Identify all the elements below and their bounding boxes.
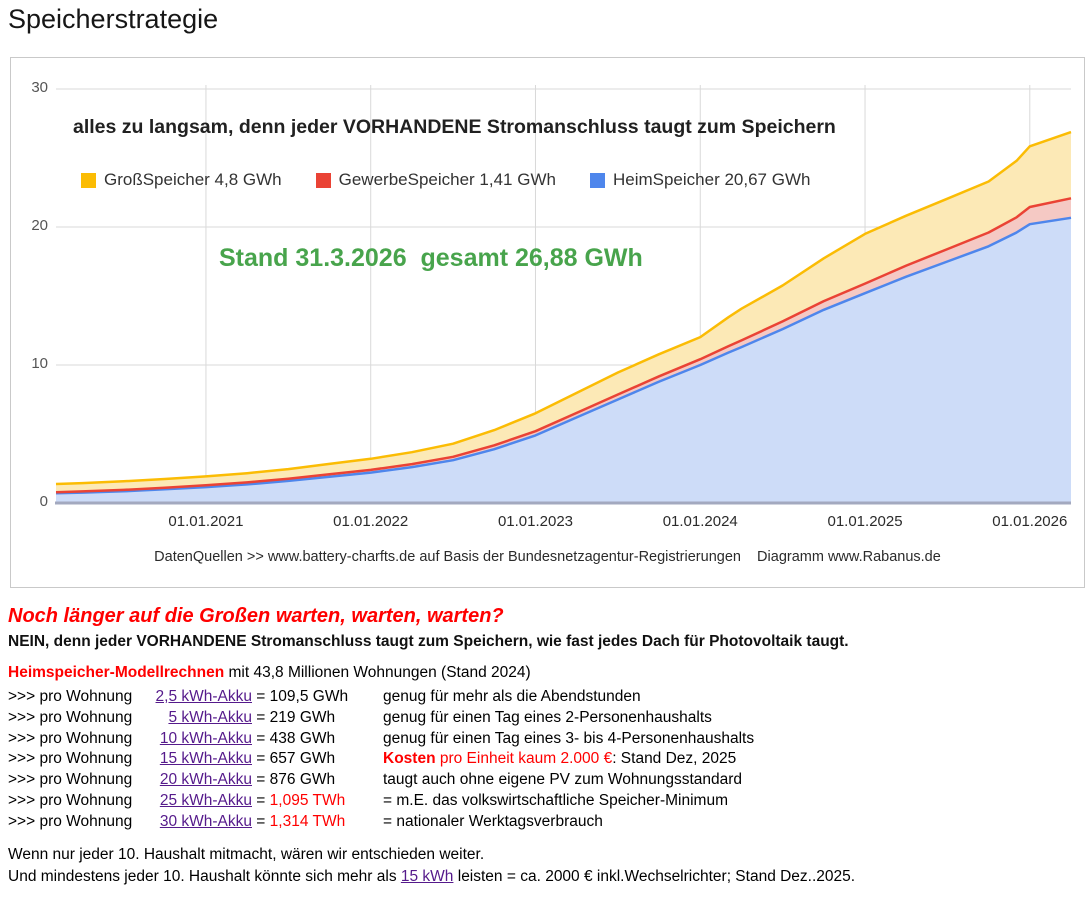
model-row: >>> pro Wohnung 15 kWh-Akku = 657 GWh Kost… [8,749,1088,770]
model-row: >>> pro Wohnung 20 kWh-Akku = 876 GWh taug… [8,770,1088,791]
row-equals: = [252,812,270,830]
x-tick-label: 01.01.2021 [168,513,244,530]
row-equals: = [252,791,270,809]
stacked-area-plot [55,85,1072,505]
legend-swatch-icon [589,172,605,188]
row-equals: = [252,708,270,726]
area-heimspeicher [56,217,1071,504]
model-row: >>> pro Wohnung 5 kWh-Akku = 219 GWh genug… [8,708,1088,729]
y-tick-label: 0 [39,493,48,510]
article-text: Noch länger auf die Großen warten, warte… [8,605,1088,886]
footer-line-1: Wenn nur jeder 10. Haushalt mitmacht, wä… [8,845,485,863]
akku-link[interactable]: 5 kWh-Akku [168,708,252,726]
legend-label: GewerbeSpeicher 1,41 GWh [338,170,556,189]
model-rows: >>> pro Wohnung 2,5 kWh-Akku = 109,5 GWh g… [8,687,1088,833]
x-tick-label: 01.01.2023 [497,513,574,530]
model-row: >>> pro Wohnung 30 kWh-Akku = 1,314 TWh = … [8,812,1088,833]
x-tick-label: 01.01.2022 [333,513,409,530]
row-note: genug für mehr als die Abendstunden [383,687,641,708]
row-note: genug für einen Tag eines 2-Personenhaus… [383,708,712,729]
y-tick-label: 10 [31,355,48,372]
line-großspeicher [55,130,1072,486]
row-value: 109,5 GWh [269,688,349,705]
legend-label: GroßSpeicher 4,8 GWh [104,170,282,189]
row-equals: = [252,771,270,789]
row-note: taugt auch ohne eigene PV zum Wohnungsst… [383,770,742,791]
legend-item[interactable]: HeimSpeicher 20,67 GWh [589,170,811,190]
text-segment: = nationaler Werktagsverbrauch [383,812,603,830]
model-row: >>> pro Wohnung 25 kWh-Akku = 1,095 TWh = … [8,791,1088,812]
row-prefix: >>> pro Wohnung [8,812,133,830]
akku-link[interactable]: 10 kWh-Akku [159,729,252,747]
row-value: 1,314 TWh [269,812,346,830]
row-equals: = [252,750,270,768]
row-prefix: >>> pro Wohnung [8,729,133,747]
akku-link[interactable]: 20 kWh-Akku [159,771,252,789]
row-value: 438 GWh [269,729,336,747]
y-tick-label: 30 [31,79,48,96]
answer-line: NEIN, denn jeder VORHANDENE Stromanschlu… [8,633,849,650]
akku-link[interactable]: 15 kWh-Akku [159,750,252,768]
row-prefix: >>> pro Wohnung [8,791,133,809]
text-segment: genug für einen Tag eines 3- bis 4-Perso… [383,729,755,747]
akku-link[interactable]: 25 kWh-Akku [159,791,252,809]
inline-link[interactable]: 15 kWh [400,867,454,885]
row-note: = m.E. das volkswirtschaftliche Speicher… [383,791,728,812]
text-segment: genug für mehr als die Abendstunden [383,688,641,705]
text-segment: mit 43,8 Millionen Wohnungen (Stand 2024… [224,664,531,681]
text-segment: : Stand Dez, 2025 [612,750,737,768]
storage-chart: alles zu langsam, denn jeder VORHANDENE … [10,57,1085,588]
row-prefix: >>> pro Wohnung [8,688,133,705]
text-segment: = m.E. das volkswirtschaftliche Speicher… [383,791,728,809]
row-note: Kosten pro Einheit kaum 2.000 €: Stand D… [383,749,736,770]
x-tick-label: 01.01.2025 [827,513,903,530]
chart-legend: GroßSpeicher 4,8 GWh GewerbeSpeicher 1,41… [81,170,810,190]
text-segment: Kosten [383,750,436,768]
row-note: = nationaler Werktagsverbrauch [383,812,603,833]
page-title: Speicherstrategie [8,4,219,34]
footer-line-2: Und mindestens jeder 10. Haushalt könnte… [8,868,1088,886]
model-intro: Heimspeicher-Modellrechnen mit 43,8 Mill… [8,664,1088,682]
row-prefix: >>> pro Wohnung [8,708,133,726]
y-tick-label: 20 [31,217,48,234]
chart-annotation: Stand 31.3.2026 gesamt 26,88 GWh [219,244,643,272]
text-segment: Heimspeicher-Modellrechnen [8,664,225,681]
legend-item[interactable]: GroßSpeicher 4,8 GWh [81,170,282,190]
row-value: 657 GWh [269,750,336,768]
row-note: genug für einen Tag eines 3- bis 4-Perso… [383,729,754,750]
text-segment: taugt auch ohne eigene PV zum Wohnungsst… [383,771,743,789]
model-row: >>> pro Wohnung 2,5 kWh-Akku = 109,5 GWh g… [8,687,1088,708]
line-heimspeicher [55,216,1072,495]
line-gewerbespeicher [55,197,1072,494]
row-equals: = [252,729,270,747]
model-row: >>> pro Wohnung 10 kWh-Akku = 438 GWh genu… [8,729,1088,750]
akku-link[interactable]: 2,5 kWh-Akku [155,688,252,705]
legend-swatch-icon [315,172,331,188]
text-segment: genug für einen Tag eines 2-Personenhaus… [383,708,712,726]
row-value: 876 GWh [269,771,336,789]
question-heading: Noch länger auf die Großen warten, warte… [8,605,504,627]
text-segment: Und mindestens jeder 10. Haushalt könnte… [8,867,401,885]
row-prefix: >>> pro Wohnung [8,771,133,789]
row-value: 219 GWh [269,708,336,726]
text-segment: pro Einheit kaum 2.000 € [435,750,613,768]
legend-swatch-icon [81,172,96,188]
chart-caption: DatenQuellen >> www.battery-charfts.de a… [154,549,941,565]
row-equals: = [252,688,270,705]
text-segment: leisten = ca. 2000 € inkl.Wechselrichter… [453,867,856,885]
row-prefix: >>> pro Wohnung [8,750,133,768]
legend-item[interactable]: GewerbeSpeicher 1,41 GWh [315,170,556,190]
row-value: 1,095 TWh [269,791,346,809]
x-tick-label: 01.01.2026 [992,513,1068,530]
legend-label: HeimSpeicher 20,67 GWh [612,170,811,189]
chart-headline: alles zu langsam, denn jeder VORHANDENE … [73,116,836,138]
akku-link[interactable]: 30 kWh-Akku [159,812,252,830]
x-tick-label: 01.01.2024 [662,513,738,530]
